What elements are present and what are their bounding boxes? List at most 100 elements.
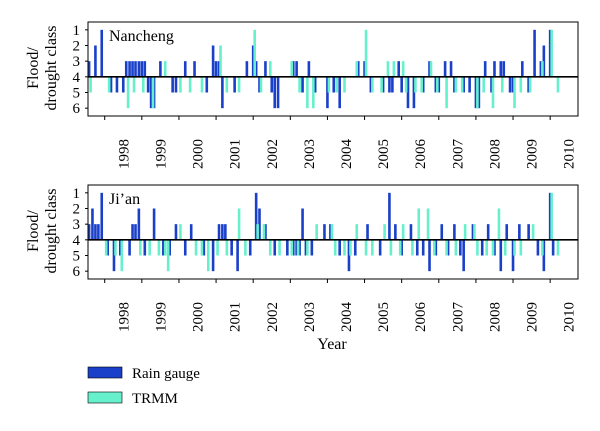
bars [87, 192, 560, 272]
bar-rain-gauge [112, 239, 116, 272]
bar-rain-gauge [124, 61, 128, 77]
bar-rain-gauge [453, 224, 456, 240]
bar-trmm [262, 224, 266, 240]
bar-rain-gauge [394, 224, 397, 240]
bar-rain-gauge [366, 224, 369, 240]
ylabel-line2: drought class [43, 189, 60, 274]
bar-trmm [256, 224, 259, 240]
bar-rain-gauge [474, 76, 478, 109]
bar-rain-gauge [183, 239, 187, 256]
bar-rain-gauge [443, 61, 447, 77]
bar-trmm [306, 239, 309, 256]
bar-rain-gauge [332, 76, 336, 93]
bar-rain-gauge [258, 76, 261, 93]
bar-trmm [327, 76, 331, 93]
bar-rain-gauge [91, 208, 94, 240]
ylabel-line1: Flood/ [25, 210, 42, 252]
xtick-label: 2008 [487, 302, 503, 332]
bar-rain-gauge [291, 239, 295, 256]
bar-trmm [364, 239, 368, 256]
legend-swatch-trmm [87, 391, 123, 404]
legend-swatch-rain-gauge [87, 366, 123, 379]
bar-rain-gauge [511, 76, 515, 93]
bar-rain-gauge [505, 224, 509, 240]
bar-rain-gauge [159, 61, 162, 77]
bar-trmm [417, 208, 421, 240]
bar-trmm [528, 76, 532, 93]
bar-trmm [426, 208, 430, 240]
bar-trmm [513, 239, 516, 256]
bar-trmm [414, 76, 417, 93]
bar-rain-gauge [434, 76, 438, 93]
bar-trmm [541, 61, 544, 77]
bar-trmm [188, 76, 192, 93]
bar-rain-gauge [224, 224, 227, 240]
bar-trmm [491, 76, 495, 109]
bar-rain-gauge [490, 76, 493, 93]
bar-trmm [216, 239, 219, 256]
bar-rain-gauge [236, 239, 239, 272]
legend-label-trmm: TRMM [132, 391, 178, 407]
bar-rain-gauge [471, 224, 475, 240]
bar-rain-gauge [214, 61, 218, 77]
bar-rain-gauge [310, 239, 314, 256]
bar-rain-gauge [329, 224, 332, 240]
bar-trmm [298, 76, 301, 93]
plot-frame [87, 21, 579, 117]
xtick-label: 2009 [525, 302, 541, 332]
bar-rain-gauge [388, 192, 391, 240]
bar-trmm [296, 239, 300, 256]
bar-trmm [491, 239, 495, 256]
bars [87, 29, 560, 109]
bar-trmm [290, 61, 294, 77]
bar-rain-gauge [388, 76, 391, 93]
bar-trmm [259, 76, 263, 93]
bar-trmm [335, 76, 339, 93]
xtick-label: 2001 [228, 302, 244, 332]
bar-rain-gauge [338, 76, 341, 109]
bar-trmm [454, 239, 458, 256]
ytick-label: 4 [73, 233, 81, 249]
bar-trmm [278, 239, 281, 256]
bar-rain-gauge [273, 239, 277, 256]
bar-rain-gauge [131, 61, 134, 77]
ytick-label: 3 [73, 217, 81, 233]
bar-trmm [200, 239, 204, 256]
bar-rain-gauge [527, 224, 530, 240]
bar-rain-gauge [347, 239, 351, 272]
bar-trmm [500, 76, 504, 93]
bar-trmm [330, 224, 334, 240]
bar-trmm [148, 239, 151, 256]
bar-trmm [519, 239, 523, 256]
bar-trmm [89, 76, 92, 93]
bar-trmm [497, 208, 501, 240]
bar-trmm [179, 224, 182, 240]
bar-rain-gauge [140, 61, 144, 77]
bar-trmm [541, 239, 544, 256]
bar-rain-gauge [270, 76, 274, 93]
bar-rain-gauge [273, 76, 277, 109]
x-axis-label: Year [317, 336, 347, 353]
xtick-label: 2003 [302, 139, 318, 169]
bar-trmm [219, 45, 222, 77]
bar-rain-gauge [295, 239, 298, 256]
bar-rain-gauge [551, 239, 555, 256]
bar-trmm [473, 224, 476, 240]
bar-rain-gauge [230, 239, 233, 256]
bar-trmm [268, 239, 272, 256]
bar-rain-gauge [276, 76, 280, 109]
bar-rain-gauge [397, 61, 401, 77]
bar-rain-gauge [307, 61, 311, 77]
bar-rain-gauge [499, 61, 503, 77]
bar-rain-gauge [233, 76, 236, 93]
bar-trmm [386, 61, 390, 77]
bar-rain-gauge [146, 76, 150, 93]
bar-rain-gauge [449, 61, 453, 77]
bar-rain-gauge [508, 76, 512, 93]
bar-rain-gauge [264, 61, 267, 77]
bar-rain-gauge [421, 76, 425, 93]
bar-rain-gauge [301, 76, 304, 93]
bar-rain-gauge [121, 76, 125, 93]
